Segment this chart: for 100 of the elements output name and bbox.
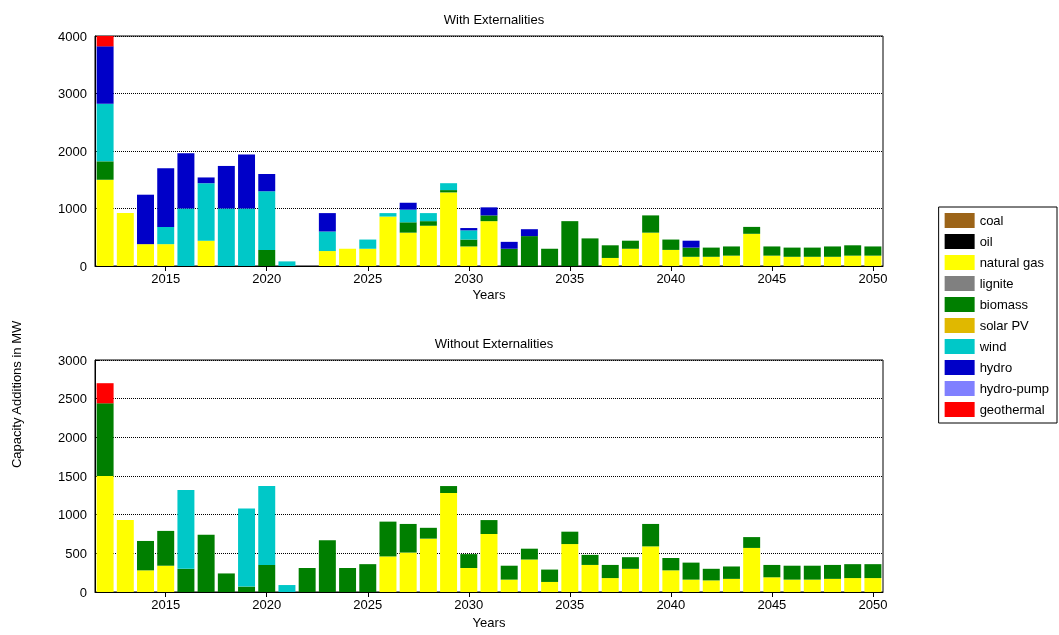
x-tick-label: 2045 — [757, 597, 787, 612]
bar — [662, 249, 680, 266]
bar — [318, 231, 336, 252]
x-axis-title: Years — [472, 287, 506, 302]
y-tick-label: 0 — [79, 258, 87, 274]
bar — [116, 213, 134, 266]
bar — [541, 248, 559, 266]
x-tick-label: 2050 — [858, 597, 888, 612]
bar — [157, 565, 175, 592]
bar — [702, 568, 720, 581]
bar — [379, 556, 397, 592]
bar — [96, 46, 114, 104]
bar — [702, 247, 720, 257]
bar — [864, 246, 882, 256]
legend-label: geothermal — [979, 402, 1045, 417]
bar — [824, 578, 841, 592]
bar — [500, 248, 518, 266]
bar — [702, 580, 720, 592]
bar — [419, 527, 437, 539]
bar — [561, 544, 579, 592]
bar — [561, 531, 579, 545]
y-tick-label: 1000 — [58, 201, 87, 216]
bar — [763, 564, 781, 578]
bar — [642, 523, 660, 547]
bar — [601, 257, 619, 266]
bar — [621, 568, 639, 592]
bar — [399, 552, 417, 592]
bar — [783, 565, 801, 580]
bar — [197, 183, 215, 241]
bar — [460, 230, 478, 240]
y-tick-label: 1500 — [58, 468, 87, 484]
chart-title: With Externalities — [443, 12, 545, 27]
bar — [763, 255, 781, 266]
legend-label: hydro-pump — [979, 381, 1050, 396]
bar — [844, 245, 862, 256]
bar — [722, 246, 740, 256]
bar — [96, 103, 114, 162]
x-tick-label: 2040 — [656, 597, 686, 612]
bar — [157, 530, 175, 566]
y-tick-label: 3000 — [58, 86, 87, 101]
x-tick-label: 2030 — [454, 597, 484, 612]
x-tick-label: 2030 — [454, 271, 484, 286]
bar — [601, 578, 619, 592]
bar — [258, 174, 276, 192]
bar — [339, 248, 357, 266]
bar — [399, 523, 417, 553]
bar — [157, 168, 175, 227]
bar — [157, 244, 175, 266]
bar — [419, 221, 437, 226]
legend-label: coal — [979, 213, 1004, 228]
bar — [783, 256, 801, 266]
bar — [177, 489, 195, 569]
legend-label: oil — [979, 234, 993, 249]
bar — [278, 585, 296, 592]
bar — [864, 578, 882, 592]
bar — [682, 579, 700, 592]
bar — [318, 251, 336, 266]
bar — [743, 226, 761, 234]
bar — [480, 221, 498, 266]
bar — [500, 241, 518, 249]
bar — [419, 538, 437, 592]
bar — [96, 179, 114, 266]
bar — [803, 247, 821, 257]
bar — [682, 240, 700, 248]
x-tick-label: 2020 — [252, 271, 282, 286]
y-tick-label: 4000 — [58, 28, 87, 44]
bar — [137, 540, 154, 571]
bar — [642, 546, 660, 592]
bar — [96, 476, 114, 592]
bar — [520, 229, 538, 237]
bar — [440, 493, 458, 592]
bar — [419, 225, 437, 266]
bar — [197, 534, 215, 592]
y-axis-title: Capacity Additions in MW — [9, 319, 24, 469]
bar — [440, 192, 458, 266]
bar — [217, 208, 235, 266]
bar — [379, 216, 397, 266]
bar — [238, 508, 256, 587]
bar — [399, 222, 417, 233]
bar — [520, 548, 538, 560]
bar — [722, 578, 740, 592]
bar — [722, 255, 740, 266]
legend-label: hydro — [979, 360, 1013, 375]
bar — [96, 383, 114, 404]
x-tick-label: 2015 — [151, 597, 181, 612]
y-tick-label: 1000 — [58, 507, 87, 523]
bar — [96, 36, 114, 47]
bar — [682, 247, 700, 257]
bar — [621, 248, 639, 266]
x-tick-label: 2015 — [151, 271, 181, 286]
y-tick-label: 2500 — [58, 391, 87, 407]
x-tick-label: 2025 — [353, 271, 383, 286]
bar — [581, 554, 599, 565]
bar — [662, 557, 680, 571]
bar — [217, 573, 235, 592]
bar — [217, 165, 235, 209]
bar — [500, 579, 518, 592]
legend-label: natural gas — [979, 255, 1045, 270]
bar — [480, 207, 498, 216]
bar — [581, 238, 599, 266]
